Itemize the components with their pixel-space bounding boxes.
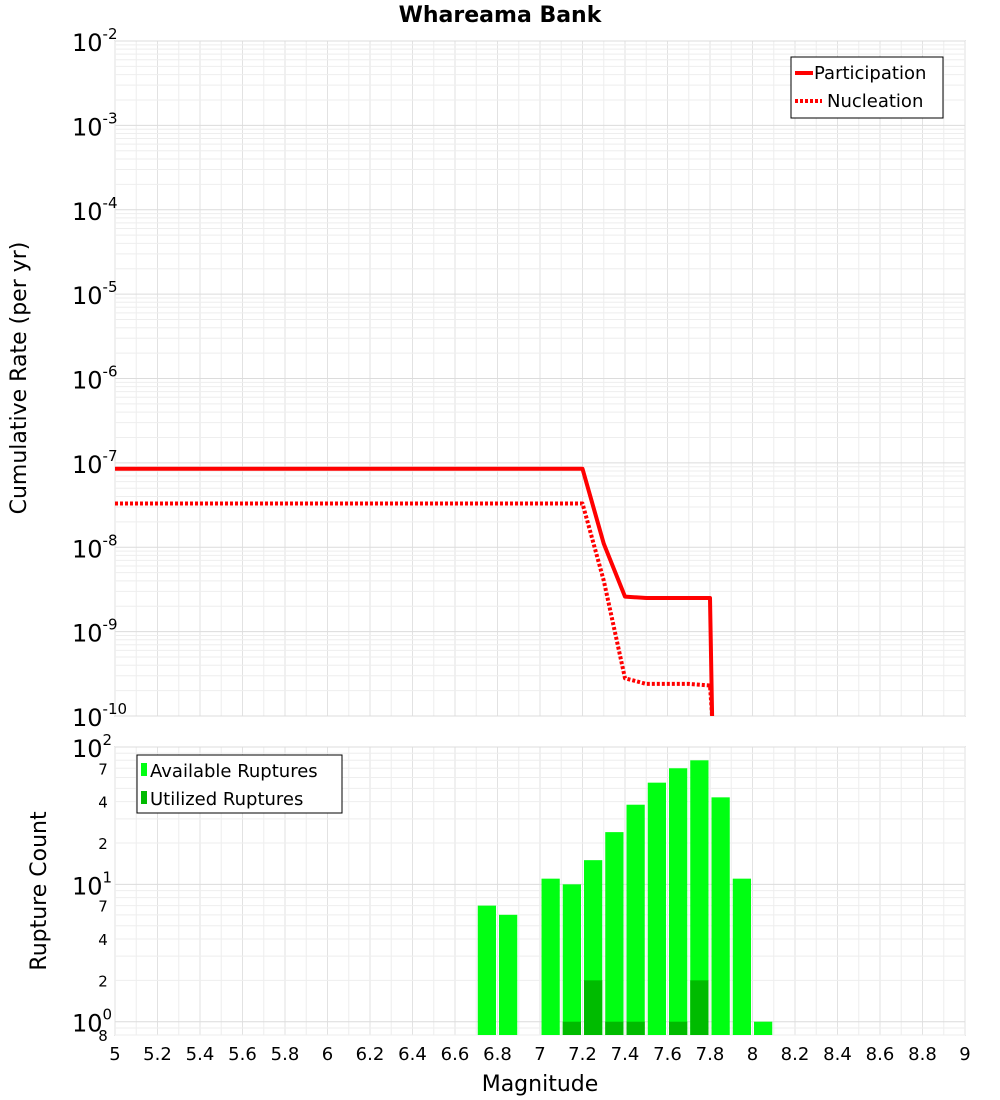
legend-nucleation-label: Nucleation <box>827 91 923 112</box>
bar-available <box>605 832 624 1035</box>
legend-utilized-swatch <box>141 791 147 804</box>
bar-utilized <box>562 1021 581 1035</box>
top-legend: Participation Nucleation <box>790 56 944 119</box>
bottom-bars <box>477 760 773 1035</box>
top-y-tick-label: 10-7 <box>72 447 118 479</box>
x-tick-label: 7.2 <box>568 1044 597 1065</box>
bottom-y-minor-tick-label: 8 <box>98 1027 108 1045</box>
bar-available <box>562 884 581 1035</box>
x-tick-label: 7.6 <box>653 1044 682 1065</box>
bottom-y-minor-tick-label: 2 <box>98 972 108 990</box>
bar-available <box>732 878 751 1035</box>
top-legend-box <box>790 56 944 119</box>
bar-utilized <box>669 1021 688 1035</box>
top-y-tick-label: 10-2 <box>72 25 118 57</box>
bottom-y-minor-tick-label: 2 <box>98 835 108 853</box>
top-y-tick-label: 10-10 <box>72 700 127 732</box>
bottom-legend: Available Ruptures Utilized Ruptures <box>136 754 343 814</box>
bottom-y-tick-label: 102 <box>72 731 112 763</box>
bar-available <box>499 914 518 1035</box>
top-y-tick-label: 10-8 <box>72 531 118 563</box>
series-line-nucleation <box>115 501 715 717</box>
legend-participation-label: Participation <box>814 63 926 84</box>
bar-utilized <box>626 1021 645 1035</box>
legend-utilized-label: Utilized Ruptures <box>150 789 303 810</box>
x-tick-label: 8.8 <box>908 1044 937 1065</box>
bottom-y-minor-tick-label: 4 <box>98 794 108 812</box>
bar-utilized <box>584 980 603 1035</box>
legend-available-swatch <box>141 763 147 776</box>
bar-available <box>541 878 560 1035</box>
bar-available <box>754 1021 773 1035</box>
x-tick-label: 8 <box>747 1044 758 1065</box>
x-tick-label: 7.4 <box>611 1044 640 1065</box>
bottom-y-axis-label: Rupture Count <box>27 811 52 971</box>
x-tick-label: 6.6 <box>441 1044 470 1065</box>
x-tick-label: 6.4 <box>398 1044 427 1065</box>
top-y-tick-label: 10-9 <box>72 616 118 648</box>
x-tick-label: 6.2 <box>356 1044 385 1065</box>
bottom-y-tick-label: 100 <box>72 1006 112 1038</box>
top-gridlines <box>114 40 966 717</box>
x-tick-label: 6.8 <box>483 1044 512 1065</box>
x-tick-label: 8.2 <box>781 1044 810 1065</box>
top-y-tick-label: 10-5 <box>72 278 118 310</box>
bottom-legend-box <box>136 754 343 814</box>
bar-available <box>690 760 709 1035</box>
top-y-tick-label: 10-3 <box>72 109 118 141</box>
series-line-participation <box>115 466 715 717</box>
legend-available-label: Available Ruptures <box>150 761 318 782</box>
bar-available <box>647 782 666 1035</box>
bar-utilized <box>690 980 709 1035</box>
bar-available <box>477 905 496 1035</box>
x-tick-label: 6 <box>322 1044 333 1065</box>
bottom-y-minor-tick-label: 4 <box>98 931 108 949</box>
bar-utilized <box>605 1021 624 1035</box>
top-y-axis-label: Cumulative Rate (per yr) <box>7 242 32 515</box>
top-y-tick-labels: 10-2 10-3 10-4 10-5 10-6 10-7 10-8 10-9 10-10 <box>72 25 127 732</box>
x-axis-label: Magnitude <box>482 1072 599 1097</box>
x-tick-label: 5 <box>109 1044 120 1065</box>
x-tick-label: 8.4 <box>823 1044 852 1065</box>
top-y-tick-label: 10-6 <box>72 363 118 395</box>
x-tick-labels: 5 5.2 5.4 5.6 5.8 6 6.2 6.4 6.6 6.8 7 7.2 7.4 7.6 7.8 8… <box>109 1044 970 1065</box>
x-tick-label: 5.6 <box>228 1044 257 1065</box>
top-y-tick-label: 10-4 <box>72 194 118 226</box>
x-tick-label: 8.6 <box>866 1044 895 1065</box>
x-tick-label: 9 <box>959 1044 970 1065</box>
x-tick-label: 7.8 <box>696 1044 725 1065</box>
top-series-lines <box>115 466 715 717</box>
x-tick-label: 7 <box>534 1044 545 1065</box>
bar-available <box>711 797 730 1035</box>
x-tick-label: 5.4 <box>186 1044 215 1065</box>
x-tick-label: 5.8 <box>271 1044 300 1065</box>
bottom-y-minor-tick-label: 7 <box>98 760 108 778</box>
bottom-y-tick-labels: 102 101 100 7 4 2 7 4 2 8 <box>72 731 112 1045</box>
bottom-y-tick-label: 101 <box>72 868 112 900</box>
bar-available <box>626 804 645 1035</box>
bottom-y-minor-tick-label: 7 <box>98 898 108 916</box>
bar-available <box>669 768 688 1035</box>
x-tick-label: 5.2 <box>143 1044 172 1065</box>
chart-title: Whareama Bank <box>399 3 603 28</box>
